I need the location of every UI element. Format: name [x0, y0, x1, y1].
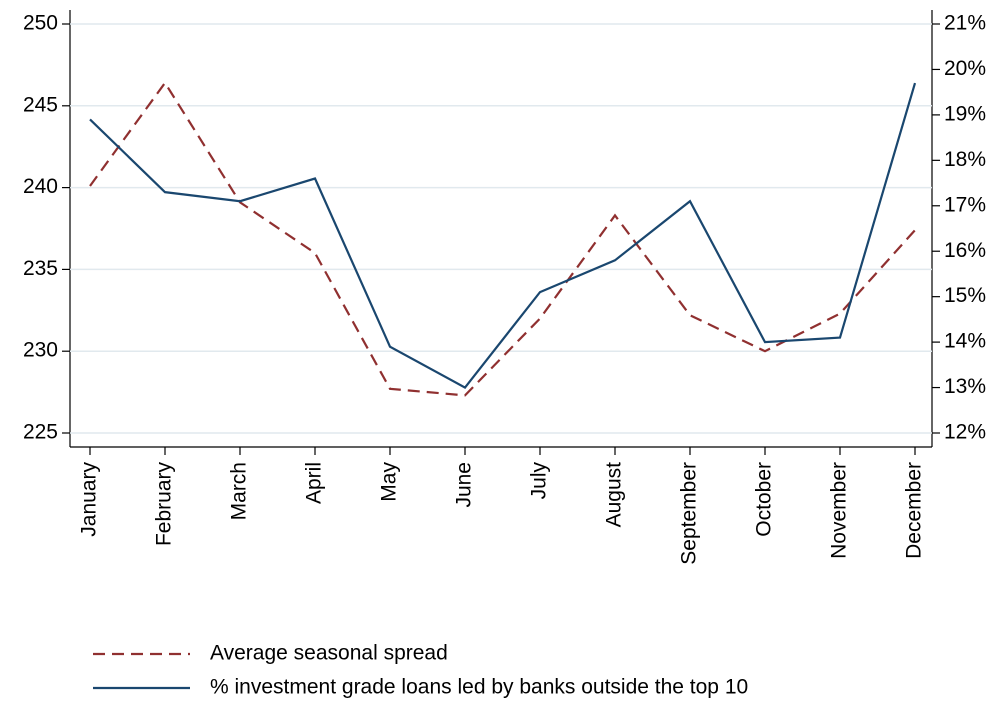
series-line — [89, 80, 916, 397]
x-tick-label: February — [153, 462, 176, 547]
x-tick-label: October — [753, 462, 776, 537]
y2-tick-label: 21% — [944, 12, 986, 35]
x-tick-label: April — [303, 462, 326, 504]
x-tick-label: June — [453, 462, 476, 508]
y2-tick-label: 18% — [944, 148, 986, 171]
y2-tick-label: 20% — [944, 57, 986, 80]
y2-tick-label: 12% — [944, 421, 986, 444]
legend-label: % investment grade loans led by banks ou… — [210, 676, 748, 699]
x-tick-label: July — [528, 462, 551, 500]
x-tick-label: March — [228, 462, 251, 520]
series-line — [89, 82, 917, 389]
x-tick-label: September — [678, 462, 701, 565]
y2-tick-label: 13% — [944, 375, 986, 398]
y2-tick-label: 17% — [944, 193, 986, 216]
legend-label: Average seasonal spread — [210, 642, 448, 665]
y-tick-label: 250 — [23, 12, 58, 35]
y-tick-label: 245 — [23, 93, 58, 116]
y2-tick-label: 19% — [944, 102, 986, 125]
x-tick-label: November — [828, 462, 851, 559]
x-tick-label: January — [78, 462, 101, 537]
x-tick-label: August — [603, 462, 626, 528]
y-tick-label: 240 — [23, 175, 58, 198]
x-tick-label: December — [903, 462, 926, 559]
x-tick-label: May — [378, 462, 401, 502]
y-tick-label: 230 — [23, 339, 58, 362]
y2-tick-label: 16% — [944, 239, 986, 262]
y2-tick-label: 14% — [944, 330, 986, 353]
y2-tick-label: 15% — [944, 284, 986, 307]
y-tick-label: 235 — [23, 257, 58, 280]
y-tick-label: 225 — [23, 421, 58, 444]
